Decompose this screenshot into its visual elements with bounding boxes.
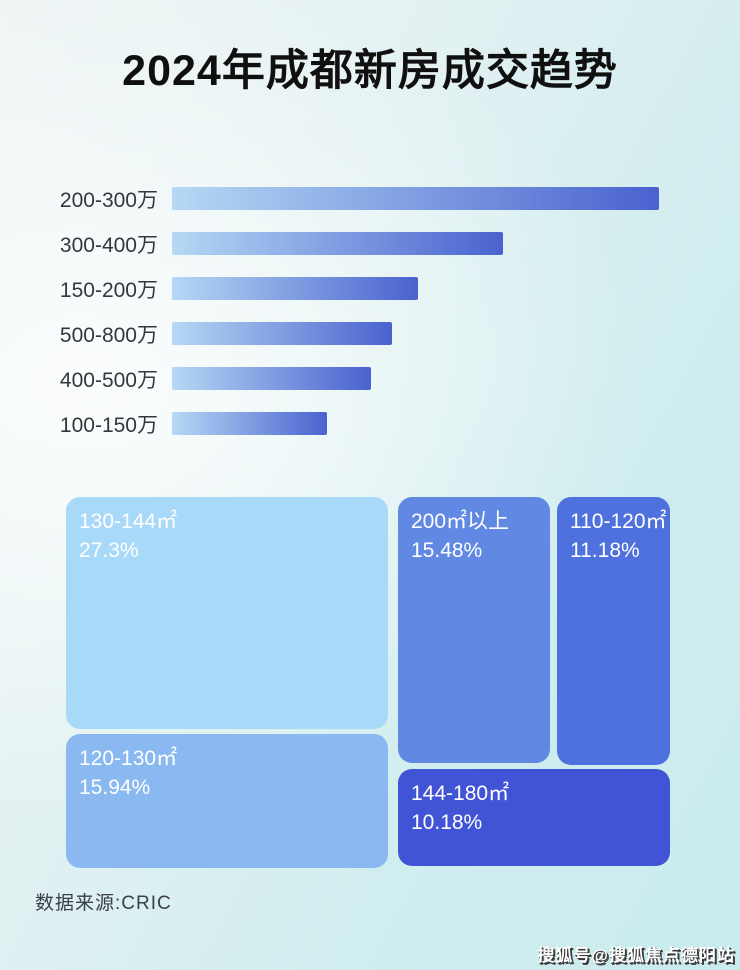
treemap-box-144-180: 144-180㎡ 10.18%	[398, 769, 670, 866]
treemap-box-percent: 10.18%	[411, 811, 483, 834]
bar-category-label: 300-400万	[59, 233, 158, 257]
bar-track	[172, 187, 659, 210]
treemap-box-percent: 15.48%	[411, 539, 483, 562]
watermark: 搜狐号@搜狐焦点德阳站	[537, 946, 735, 965]
treemap-box-label: 110-120㎡	[570, 510, 667, 533]
bar	[172, 277, 418, 300]
price-range-bar-chart: 200-300万 300-400万 150-200万 500-800万	[35, 187, 659, 437]
bar-category-label: 200-300万	[59, 188, 158, 212]
bar-track	[172, 367, 659, 390]
bar	[172, 232, 504, 255]
treemap-box-label: 130-144㎡	[79, 510, 178, 533]
bar-category-label: 400-500万	[59, 368, 158, 392]
bar-category-label: 100-150万	[59, 413, 158, 437]
data-source: 数据来源:CRIC	[35, 893, 172, 914]
bar-track	[172, 412, 659, 435]
bar-row: 100-150万	[35, 412, 659, 437]
bar-row: 400-500万	[35, 367, 659, 392]
treemap-box-120-130: 120-130㎡ 15.94%	[66, 734, 388, 868]
bar	[172, 187, 659, 210]
page-title: 2024年成都新房成交趋势	[122, 47, 618, 95]
treemap-box-200-plus: 200㎡以上 15.48%	[398, 497, 550, 763]
bar-track	[172, 277, 659, 300]
treemap-box-percent: 27.3%	[79, 539, 139, 562]
bar	[172, 322, 393, 345]
bar	[172, 412, 327, 435]
bar-category-label: 500-800万	[59, 323, 158, 347]
bar-track	[172, 322, 659, 345]
bar-row: 500-800万	[35, 322, 659, 347]
treemap-box-110-120: 110-120㎡ 11.18%	[557, 497, 670, 765]
bar-track	[172, 232, 659, 255]
treemap-box-130-144: 130-144㎡ 27.3%	[66, 497, 388, 729]
treemap-box-label: 200㎡以上	[411, 510, 510, 533]
bar-row: 150-200万	[35, 277, 659, 302]
treemap-box-percent: 11.18%	[570, 539, 640, 562]
bar	[172, 367, 372, 390]
bar-row: 300-400万	[35, 232, 659, 257]
treemap-box-label: 144-180㎡	[411, 782, 510, 805]
bar-row: 200-300万	[35, 187, 659, 212]
treemap-box-label: 120-130㎡	[79, 747, 178, 770]
treemap-box-percent: 15.94%	[79, 776, 151, 799]
bar-category-label: 150-200万	[59, 278, 158, 302]
